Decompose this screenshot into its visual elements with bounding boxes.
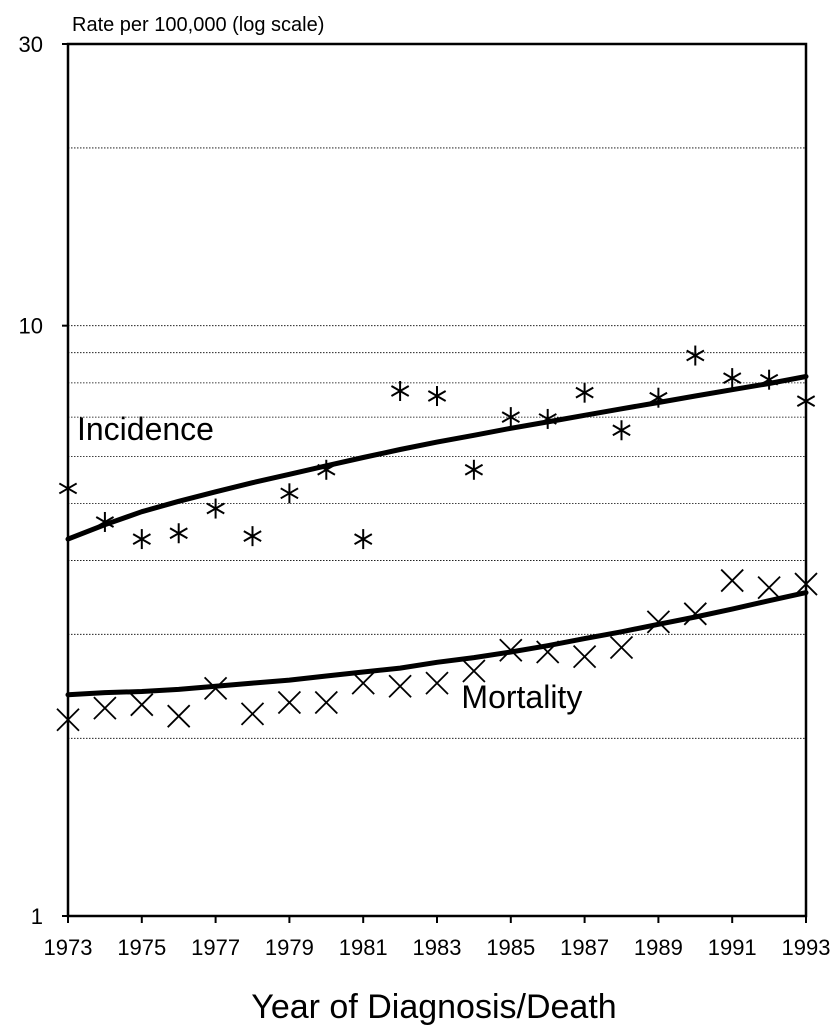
y-axis: 1 10 30 <box>19 32 68 929</box>
x-tick-label: 1975 <box>117 935 166 960</box>
incidence-point <box>686 345 705 366</box>
incidence-point <box>95 511 115 532</box>
incidence-point <box>723 368 742 389</box>
mortality-point <box>425 671 449 695</box>
mortality-trend-line <box>65 590 809 698</box>
mortality-label: Mortality <box>461 679 582 715</box>
x-tick-label: 1993 <box>782 935 831 960</box>
mortality-point <box>388 674 412 698</box>
incidence-point <box>759 369 779 390</box>
incidence-point <box>354 529 373 550</box>
mortality-point <box>462 659 486 683</box>
mortality-point <box>351 671 375 695</box>
incidence-point <box>612 420 631 441</box>
incidence-point <box>538 408 557 429</box>
mortality-point <box>167 704 191 728</box>
x-tick-label: 1979 <box>265 935 314 960</box>
incidence-trend-line <box>65 374 809 542</box>
mortality-point <box>794 572 818 596</box>
y-axis-title: Rate per 100,000 (log scale) <box>72 14 324 36</box>
x-tick-label: 1989 <box>634 935 683 960</box>
x-tick-label: 1981 <box>339 935 388 960</box>
y-tick-label: 30 <box>19 32 43 57</box>
incidence-point <box>58 478 78 499</box>
mortality-point <box>646 610 671 634</box>
x-axis: 1973 1975 1977 1979 1981 1983 1985 1987 1989 1991… <box>44 916 831 960</box>
data-markers <box>56 345 818 732</box>
mortality-point <box>277 690 302 715</box>
mortality-point <box>609 635 634 660</box>
incidence-point <box>280 483 299 504</box>
mortality-point <box>720 568 744 593</box>
incidence-point <box>206 498 225 519</box>
incidence-point <box>427 386 447 407</box>
mortality-point <box>56 708 80 732</box>
x-axis-title: Year of Diagnosis/Death <box>251 988 616 1026</box>
mortality-point <box>130 693 154 717</box>
gridlines <box>68 147 806 739</box>
incidence-point <box>796 391 816 412</box>
incidence-point <box>390 381 410 402</box>
mortality-point <box>93 696 117 720</box>
mortality-point <box>314 690 338 715</box>
x-tick-label: 1977 <box>191 935 240 960</box>
y-tick-label: 1 <box>31 904 43 929</box>
trend-lines <box>65 374 809 698</box>
mortality-point <box>757 575 781 600</box>
incidence-point <box>501 407 520 428</box>
incidence-point <box>649 387 668 408</box>
incidence-point <box>132 529 151 550</box>
incidence-point <box>169 523 188 544</box>
x-tick-label: 1987 <box>560 935 609 960</box>
mortality-point <box>572 645 597 669</box>
x-tick-label: 1985 <box>486 935 535 960</box>
x-tick-label: 1983 <box>413 935 462 960</box>
mortality-point <box>536 640 560 664</box>
x-tick-label: 1973 <box>44 935 93 960</box>
incidence-point <box>317 459 336 480</box>
incidence-point <box>243 526 262 547</box>
incidence-point <box>464 459 484 480</box>
mortality-point <box>683 602 707 626</box>
incidence-label: Incidence <box>77 411 214 447</box>
y-tick-label: 10 <box>19 314 43 339</box>
incidence-point <box>575 382 594 403</box>
mortality-point <box>203 676 228 700</box>
series-labels: Incidence Mortality <box>77 411 582 715</box>
plot-frame <box>66 42 808 918</box>
x-tick-label: 1991 <box>708 935 757 960</box>
mortality-point <box>499 638 523 662</box>
mortality-point <box>240 702 265 726</box>
